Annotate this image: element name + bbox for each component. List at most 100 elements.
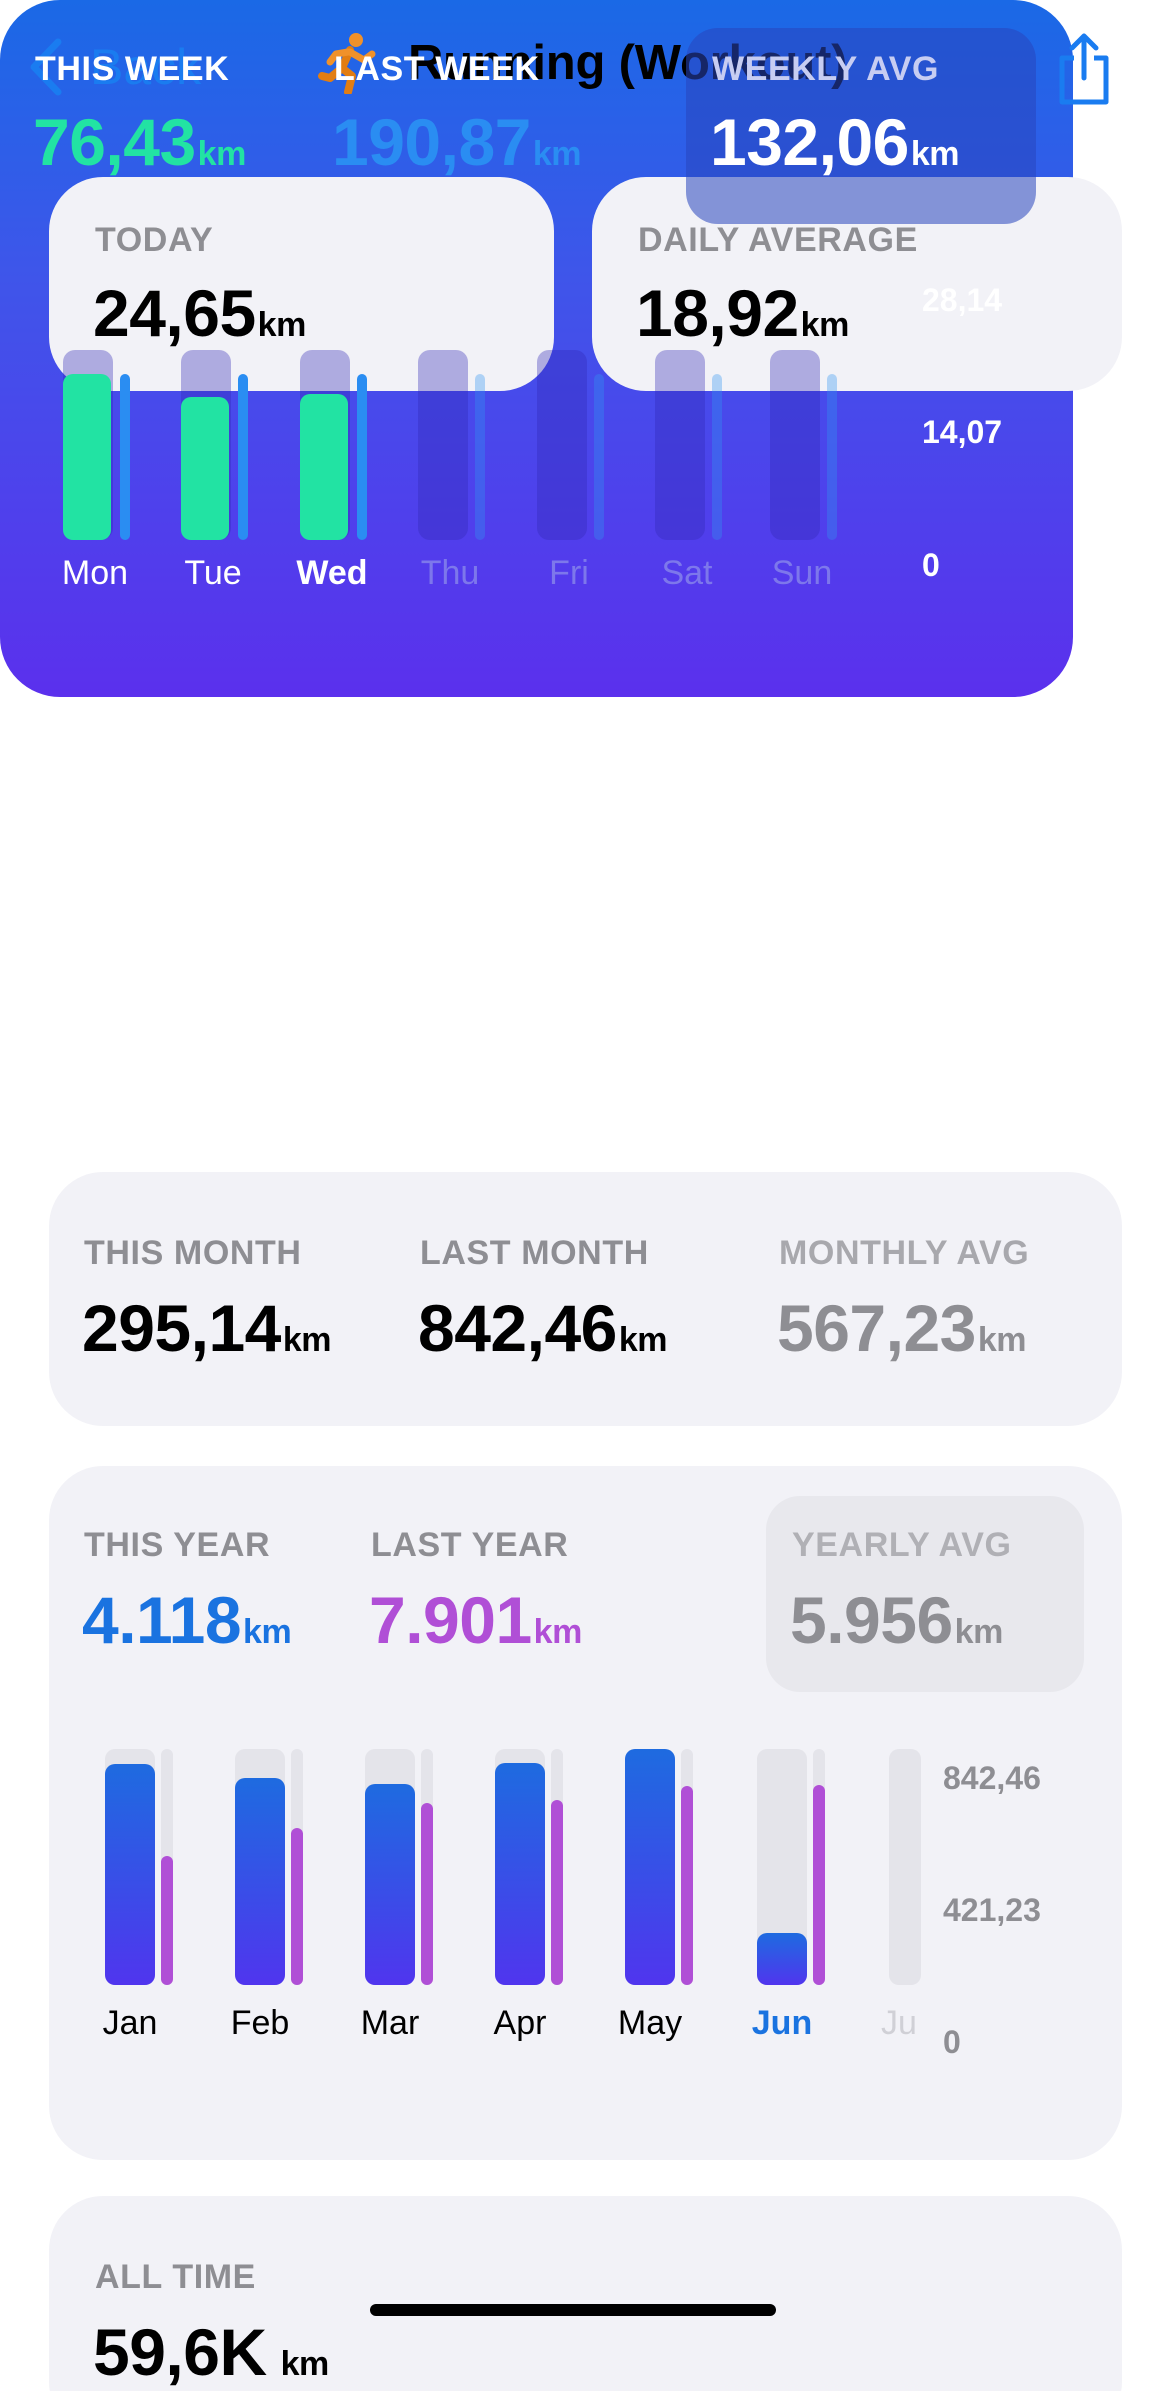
year-ytick-zero: 0 [943,2024,961,2060]
day-label-fri: Fri [549,554,589,592]
last-year-unit: km [533,1613,583,1651]
month-bar-this-year [105,1764,155,1985]
last-month-unit: km [618,1321,668,1359]
month-bar-last-year [421,1803,433,1985]
yearly-avg-number: 5.956 [790,1583,953,1657]
weekly-avg-value: 132,06km [710,104,960,180]
week-bar-last-week [712,374,722,540]
yearly-avg-unit: km [954,1613,1004,1651]
today-unit: km [257,306,307,344]
day-label-sun: Sun [771,554,833,592]
last-week-number: 190,87 [332,105,531,179]
weekly-avg-unit: km [910,135,960,173]
month-bar-last-year [813,1785,825,1985]
day-label-wed: Wed [296,554,368,592]
this-year-label: THIS YEAR [84,1526,271,1564]
weekly-avg-box [686,28,1036,224]
week-ytick-mid: 14,07 [922,414,1003,450]
year-ytick-max: 842,46 [943,1760,1041,1796]
week-bar-last-week [594,374,604,540]
this-year-number: 4.118 [82,1583,242,1657]
this-week-unit: km [197,135,247,173]
this-month-value: 295,14km [82,1290,332,1366]
this-month-label: THIS MONTH [84,1234,302,1272]
back-label: Back [90,39,202,95]
this-year-unit: km [243,1613,292,1651]
week-bar-this-week [300,394,348,540]
monthly-summary-card: THIS MONTH 295,14km LAST MONTH 842,46km … [49,1172,1122,1426]
week-column-bg [655,350,705,540]
all-time-unit: km [280,2345,330,2383]
week-bar-last-week [475,374,485,540]
this-week-value: 76,43km [33,104,246,180]
monthly-avg-unit: km [977,1321,1027,1359]
week-ytick-zero: 0 [922,547,940,583]
running-figure-icon [318,33,376,94]
share-icon[interactable] [1054,30,1114,106]
last-week-value: 190,87km [332,104,582,180]
last-month-value: 842,46km [418,1290,668,1366]
monthly-avg-label: MONTHLY AVG [779,1234,1030,1272]
daily-average-value: 18,92km [636,275,849,351]
all-time-card: ALL TIME 59,6K km [49,2196,1122,2391]
last-year-value: 7.901km [369,1582,582,1658]
last-week-label: LAST WEEK [334,50,540,88]
month-label-may: May [617,2004,683,2042]
month-bar-this-year [625,1749,675,1985]
month-bar-last-year [681,1786,693,1985]
daily-average-number: 18,92 [636,276,799,350]
month-label-jun: Jun [751,2004,813,2042]
week-column-bg [418,350,468,540]
week-ytick-max: 28,14 [922,282,1003,318]
last-month-label: LAST MONTH [420,1234,649,1272]
yearly-summary-card[interactable]: THIS YEAR 4.118km LAST YEAR 7.901km YEAR… [49,1466,1122,2160]
month-bar-this-year [235,1778,285,1985]
weekly-avg-number: 132,06 [710,105,909,179]
month-bar-last-year [291,1828,303,1985]
this-month-unit: km [282,1321,332,1359]
week-column-bg [770,350,820,540]
week-bar-this-week [63,374,111,540]
day-label-tue: Tue [184,554,242,592]
monthly-avg-value: 567,23km [777,1290,1027,1366]
back-button[interactable]: Back [26,36,201,98]
today-label: TODAY [95,221,214,259]
chevron-left-icon [30,38,62,96]
month-bar-this-year [495,1763,545,1985]
today-card: TODAY 24,65km [49,177,554,391]
week-bar-last-week [827,374,837,540]
monthly-avg-number: 567,23 [777,1291,976,1365]
month-column-bg-partial [889,1749,921,1985]
last-week-unit: km [532,135,582,173]
this-week-label: THIS WEEK [35,50,230,88]
month-bar-last-year [161,1856,173,1985]
week-bar-last-week [238,374,248,540]
all-time-label: ALL TIME [95,2258,256,2296]
yearly-avg-label: YEARLY AVG [792,1526,1012,1564]
weekly-avg-label: WEEKLY AVG [712,50,940,88]
last-year-number: 7.901 [369,1583,532,1657]
yearly-avg-box [766,1496,1084,1692]
month-label-mar: Mar [360,2004,420,2042]
week-bar-this-week [181,397,229,540]
month-bar-this-year [757,1933,807,1985]
year-ytick-mid: 421,23 [943,1892,1041,1928]
all-time-number: 59,6K [93,2315,267,2389]
all-time-value: 59,6K km [93,2314,329,2390]
day-label-mon: Mon [61,554,129,592]
last-year-label: LAST YEAR [371,1526,569,1564]
month-bar-last-year [551,1800,563,1985]
daily-average-unit: km [800,306,850,344]
week-column-bg [537,350,587,540]
day-label-thu: Thu [420,554,480,592]
daily-average-label: DAILY AVERAGE [638,221,918,259]
day-label-sat: Sat [661,554,713,592]
week-bar-last-week [120,374,130,540]
yearly-avg-value: 5.956km [790,1582,1003,1658]
month-label-jan: Jan [102,2004,158,2042]
today-value: 24,65km [93,275,306,351]
this-month-number: 295,14 [82,1291,281,1365]
month-label-feb: Feb [230,2004,290,2042]
month-label-partial: Ju [881,2004,917,2042]
week-bar-last-week [357,374,367,540]
